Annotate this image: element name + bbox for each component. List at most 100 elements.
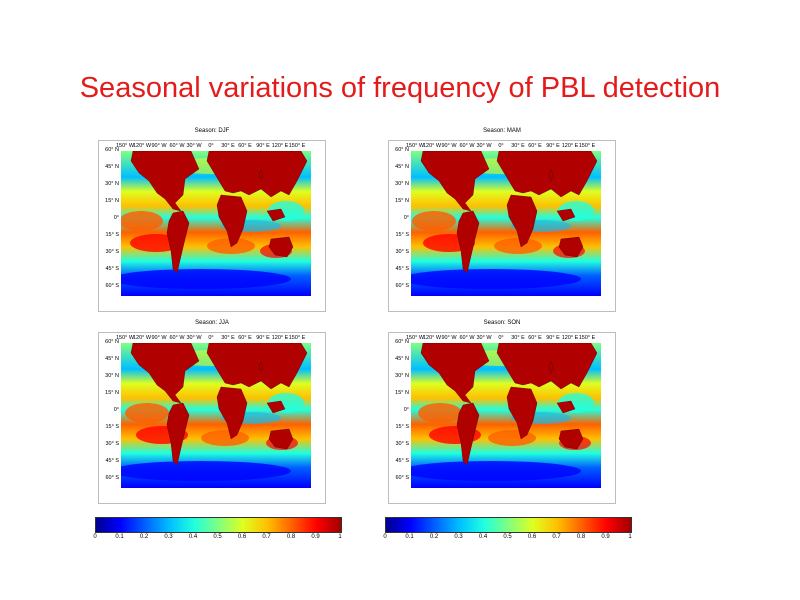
colorbar-ticks-right: 0 0.1 0.2 0.3 0.4 0.5 0.6 0.7 0.8 0.9 1	[383, 534, 632, 544]
colorbar-tick: 1	[338, 534, 342, 540]
colorbar-tick: 0.9	[601, 534, 610, 540]
longitude-tick: 120° W	[422, 335, 442, 341]
slide-title: Seasonal variations of frequency of PBL …	[79, 72, 721, 104]
map-panel-mam: Season: MAM 150° W 120° W 90° W 60° W 30° W 0°…	[388, 128, 617, 312]
longitude-tick: 150° W	[405, 143, 425, 149]
longitude-tick: 60° E	[528, 143, 542, 149]
longitude-tick: 150° E	[288, 335, 306, 341]
longitude-tick: 0°	[498, 335, 504, 341]
colorbar-tick: 0.7	[262, 534, 271, 540]
latitude-tick: 45° N	[105, 164, 119, 170]
longitude-tick: 30° W	[186, 143, 202, 149]
longitude-tick: 90° W	[441, 335, 457, 341]
latitude-tick: 15° S	[105, 424, 119, 430]
longitude-tick: 120° W	[422, 143, 442, 149]
colorbar-tick: 0.8	[576, 534, 586, 540]
longitude-tick: 30° E	[511, 335, 525, 341]
colorbar-tick: 0.9	[311, 534, 320, 540]
map-panel-djf: Season: DJF 150° W 120° W 90° W 60° W 30° W 0°…	[98, 128, 327, 312]
longitude-tick: 0°	[208, 143, 214, 149]
latitude-tick: 60° S	[105, 283, 119, 289]
colorbar-tick: 0.1	[405, 534, 414, 540]
colorbar-tick: 0.3	[164, 534, 173, 540]
latitude-tick: 15° S	[395, 424, 409, 430]
longitude-tick: 60° E	[528, 335, 542, 341]
latitude-tick: 15° N	[105, 198, 119, 204]
colorbar-tick: 0.2	[429, 534, 439, 540]
latitude-tick: 30° S	[105, 249, 119, 255]
longitude-tick: 60° W	[169, 143, 185, 149]
latitude-tick: 60° N	[105, 147, 119, 153]
colorbar-tick: 0.6	[527, 534, 537, 540]
longitude-tick: 60° W	[459, 143, 475, 149]
longitude-tick: 30° E	[511, 143, 525, 149]
latitude-tick: 30° S	[395, 249, 409, 255]
colorbar-tick: 0.3	[454, 534, 463, 540]
longitude-tick: 120° E	[561, 143, 579, 149]
longitude-tick: 90° W	[151, 335, 167, 341]
longitude-tick: 90° E	[256, 335, 270, 341]
colorbar-tick: 0.2	[139, 534, 149, 540]
latitude-tick: 0°	[113, 407, 119, 413]
longitude-tick: 120° W	[132, 335, 152, 341]
longitude-tick: 0°	[208, 335, 214, 341]
frequency-map	[411, 343, 601, 488]
longitude-tick: 90° E	[546, 143, 560, 149]
colorbar-tick: 0.4	[188, 534, 198, 540]
map-panel-son: Season: SON 150° W 120° W 90° W 60° W 30° W 0°…	[388, 320, 617, 504]
longitude-tick: 120° E	[271, 335, 289, 341]
longitude-tick: 0°	[498, 143, 504, 149]
colorbar-tick: 0.5	[213, 534, 222, 540]
longitude-tick: 30° W	[476, 335, 492, 341]
longitude-ticks: 150° W 120° W 90° W 60° W 30° W 0° 30° E 60° E 9…	[116, 143, 327, 151]
latitude-tick: 45° N	[105, 356, 119, 362]
longitude-tick: 90° E	[546, 335, 560, 341]
colorbar-tick: 0.8	[286, 534, 296, 540]
longitude-ticks: 150° W 120° W 90° W 60° W 30° W 0° 30° E 60° E 9…	[116, 335, 327, 343]
colorbar-tick: 0.1	[115, 534, 124, 540]
longitude-ticks: 150° W 120° W 90° W 60° W 30° W 0° 30° E 60° E 9…	[406, 143, 617, 151]
map-panel-jja: Season: JJA 150° W 120° W 90° W 60° W 30° W 0°…	[98, 320, 327, 504]
latitude-tick: 60° S	[395, 475, 409, 481]
latitude-tick: 45° S	[395, 266, 409, 272]
colorbar-left	[95, 517, 342, 533]
longitude-tick: 150° W	[405, 335, 425, 341]
frequency-map	[411, 151, 601, 296]
colorbar-tick: 0.7	[552, 534, 561, 540]
season-label: Season: DJF	[194, 128, 230, 134]
longitude-tick: 150° W	[115, 335, 135, 341]
longitude-tick: 60° E	[238, 143, 252, 149]
longitude-ticks: 150° W 120° W 90° W 60° W 30° W 0° 30° E 60° E 9…	[406, 335, 617, 343]
latitude-tick: 60° N	[395, 147, 409, 153]
longitude-tick: 60° E	[238, 335, 252, 341]
latitude-tick: 0°	[403, 407, 409, 413]
colorbar-tick: 0.4	[478, 534, 488, 540]
latitude-tick: 45° N	[395, 164, 409, 170]
colorbar-tick: 1	[628, 534, 632, 540]
longitude-tick: 90° E	[256, 143, 270, 149]
frequency-map	[121, 343, 311, 488]
latitude-tick: 60° S	[105, 475, 119, 481]
latitude-tick: 30° N	[105, 373, 119, 379]
latitude-tick: 0°	[403, 215, 409, 221]
longitude-tick: 30° E	[221, 143, 235, 149]
colorbar-tick: 0.6	[237, 534, 247, 540]
season-label: Season: MAM	[483, 128, 521, 134]
latitude-tick: 60° N	[395, 339, 409, 345]
latitude-tick: 30° S	[105, 441, 119, 447]
colorbar-tick: 0	[93, 534, 97, 540]
longitude-tick: 60° W	[169, 335, 185, 341]
longitude-tick: 150° E	[288, 143, 306, 149]
latitude-tick: 15° N	[395, 390, 409, 396]
longitude-tick: 150° W	[115, 143, 135, 149]
latitude-tick: 30° S	[395, 441, 409, 447]
latitude-tick: 15° N	[395, 198, 409, 204]
longitude-tick: 90° W	[441, 143, 457, 149]
longitude-tick: 30° E	[221, 335, 235, 341]
longitude-tick: 60° W	[459, 335, 475, 341]
longitude-tick: 150° E	[578, 335, 596, 341]
longitude-tick: 30° W	[476, 143, 492, 149]
season-label: Season: JJA	[195, 320, 229, 326]
latitude-tick: 30° N	[395, 373, 409, 379]
longitude-tick: 120° W	[132, 143, 152, 149]
